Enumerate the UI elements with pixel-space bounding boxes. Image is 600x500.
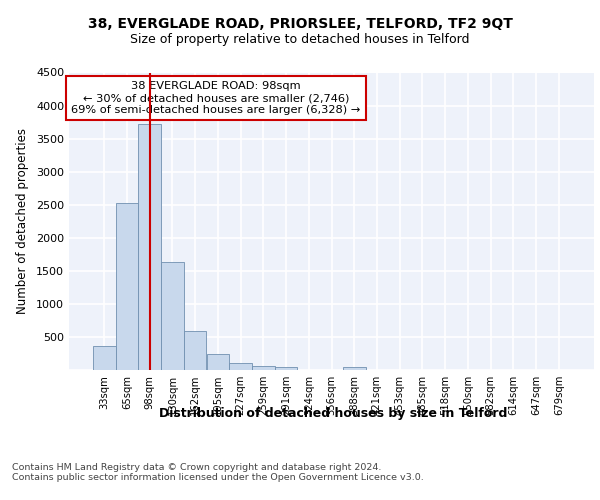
Bar xyxy=(139,124,161,370)
Text: Size of property relative to detached houses in Telford: Size of property relative to detached ho… xyxy=(130,32,470,46)
Bar xyxy=(184,331,206,370)
Bar xyxy=(229,364,252,370)
Bar xyxy=(161,262,184,370)
Bar xyxy=(93,346,116,370)
Bar xyxy=(206,354,229,370)
Text: Contains HM Land Registry data © Crown copyright and database right 2024.
Contai: Contains HM Land Registry data © Crown c… xyxy=(12,462,424,482)
Y-axis label: Number of detached properties: Number of detached properties xyxy=(16,128,29,314)
Text: Distribution of detached houses by size in Telford: Distribution of detached houses by size … xyxy=(159,408,507,420)
Bar xyxy=(252,366,275,370)
Bar xyxy=(116,204,139,370)
Bar xyxy=(343,366,365,370)
Bar xyxy=(275,368,298,370)
Text: 38, EVERGLADE ROAD, PRIORSLEE, TELFORD, TF2 9QT: 38, EVERGLADE ROAD, PRIORSLEE, TELFORD, … xyxy=(88,18,512,32)
Text: 38 EVERGLADE ROAD: 98sqm
← 30% of detached houses are smaller (2,746)
69% of sem: 38 EVERGLADE ROAD: 98sqm ← 30% of detach… xyxy=(71,82,361,114)
